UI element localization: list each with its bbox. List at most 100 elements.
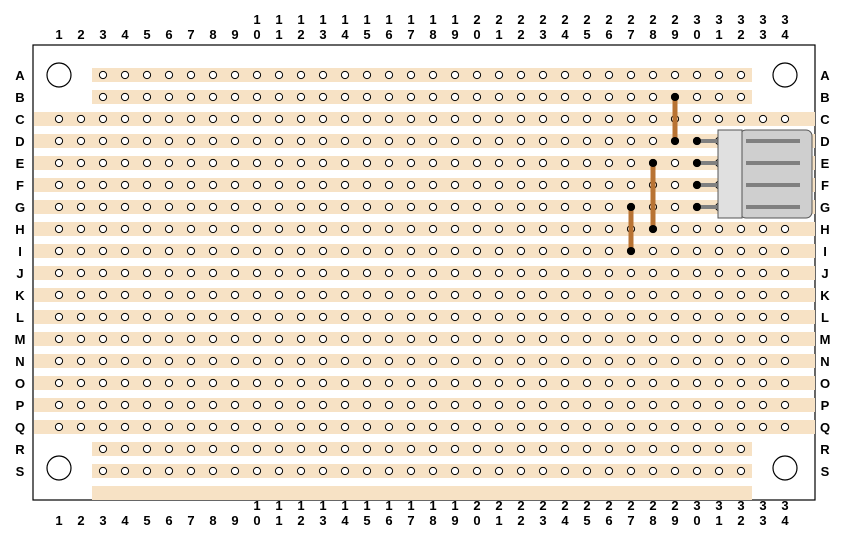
column-label-bottom-30: 30 — [693, 498, 700, 528]
hole-K14 — [340, 290, 350, 300]
row-label-left-M: M — [15, 332, 26, 347]
hole-F11 — [274, 180, 284, 190]
hole-K28 — [648, 290, 658, 300]
column-label-digit: 3 — [759, 27, 766, 42]
column-label-digit: 0 — [693, 27, 700, 42]
hole-O18 — [428, 378, 438, 388]
hole-J1 — [54, 268, 64, 278]
hole-B16 — [384, 92, 394, 102]
hole-B12 — [296, 92, 306, 102]
hole-A31 — [714, 70, 724, 80]
hole-A25 — [582, 70, 592, 80]
hole-C15 — [362, 114, 372, 124]
hole-P17 — [406, 400, 416, 410]
column-label-top-9: 9 — [231, 27, 238, 42]
hole-C19 — [450, 114, 460, 124]
jumper-wire-1 — [671, 93, 679, 145]
hole-G14 — [340, 202, 350, 212]
hole-P4 — [120, 400, 130, 410]
hole-E22 — [516, 158, 526, 168]
hole-H31 — [714, 224, 724, 234]
row-label-left-F: F — [16, 178, 24, 193]
hole-O25 — [582, 378, 592, 388]
row-label-right-D: D — [820, 134, 829, 149]
hole-D28 — [648, 136, 658, 146]
column-label-top-12: 12 — [297, 12, 304, 42]
hole-L13 — [318, 312, 328, 322]
hole-D19 — [450, 136, 460, 146]
strip-row-O — [34, 376, 815, 390]
column-label-text: 7 — [187, 27, 194, 42]
hole-N18 — [428, 356, 438, 366]
hole-F23 — [538, 180, 548, 190]
hole-H33 — [758, 224, 768, 234]
hole-C25 — [582, 114, 592, 124]
hole-S29 — [670, 466, 680, 476]
hole-L29 — [670, 312, 680, 322]
hole-A17 — [406, 70, 416, 80]
hole-D6 — [164, 136, 174, 146]
hole-E11 — [274, 158, 284, 168]
hole-S15 — [362, 466, 372, 476]
hole-D9 — [230, 136, 240, 146]
hole-J22 — [516, 268, 526, 278]
hole-M11 — [274, 334, 284, 344]
column-label-text: 8 — [209, 27, 216, 42]
hole-A27 — [626, 70, 636, 80]
wire-end — [627, 247, 635, 255]
hole-L24 — [560, 312, 570, 322]
column-label-top-7: 7 — [187, 27, 194, 42]
row-label-right-K: K — [820, 288, 830, 303]
hole-D5 — [142, 136, 152, 146]
hole-J33 — [758, 268, 768, 278]
hole-H14 — [340, 224, 350, 234]
column-label-top-20: 20 — [473, 12, 480, 42]
hole-B20 — [472, 92, 482, 102]
hole-O27 — [626, 378, 636, 388]
hole-G18 — [428, 202, 438, 212]
column-label-digit: 1 — [319, 12, 326, 27]
hole-M13 — [318, 334, 328, 344]
wire-end — [671, 93, 679, 101]
hole-O12 — [296, 378, 306, 388]
column-label-digit: 8 — [649, 27, 656, 42]
hole-E6 — [164, 158, 174, 168]
hole-Q5 — [142, 422, 152, 432]
hole-D20 — [472, 136, 482, 146]
column-label-text: 5 — [143, 513, 150, 528]
hole-J24 — [560, 268, 570, 278]
connector-solder-F — [693, 181, 701, 189]
hole-G23 — [538, 202, 548, 212]
hole-M31 — [714, 334, 724, 344]
column-label-digit: 1 — [451, 12, 458, 27]
hole-P33 — [758, 400, 768, 410]
hole-C17 — [406, 114, 416, 124]
hole-K33 — [758, 290, 768, 300]
column-label-bottom-1: 1 — [55, 513, 62, 528]
hole-P1 — [54, 400, 64, 410]
column-label-digit: 2 — [473, 498, 480, 513]
hole-C4 — [120, 114, 130, 124]
hole-Q25 — [582, 422, 592, 432]
column-label-bottom-33: 33 — [759, 498, 766, 528]
hole-I30 — [692, 246, 702, 256]
hole-E12 — [296, 158, 306, 168]
strip-row-N — [34, 354, 815, 368]
hole-D11 — [274, 136, 284, 146]
column-label-digit: 7 — [627, 27, 634, 42]
hole-S30 — [692, 466, 702, 476]
hole-E19 — [450, 158, 460, 168]
column-label-text: 1 — [55, 513, 62, 528]
column-label-digit: 6 — [605, 513, 612, 528]
column-label-text: 3 — [99, 513, 106, 528]
hole-B9 — [230, 92, 240, 102]
hole-J7 — [186, 268, 196, 278]
hole-C20 — [472, 114, 482, 124]
column-label-digit: 1 — [715, 513, 722, 528]
jumper-wire-3 — [627, 203, 635, 255]
column-label-digit: 8 — [649, 513, 656, 528]
hole-I16 — [384, 246, 394, 256]
hole-L10 — [252, 312, 262, 322]
hole-A19 — [450, 70, 460, 80]
column-label-bottom-11: 11 — [275, 498, 282, 528]
